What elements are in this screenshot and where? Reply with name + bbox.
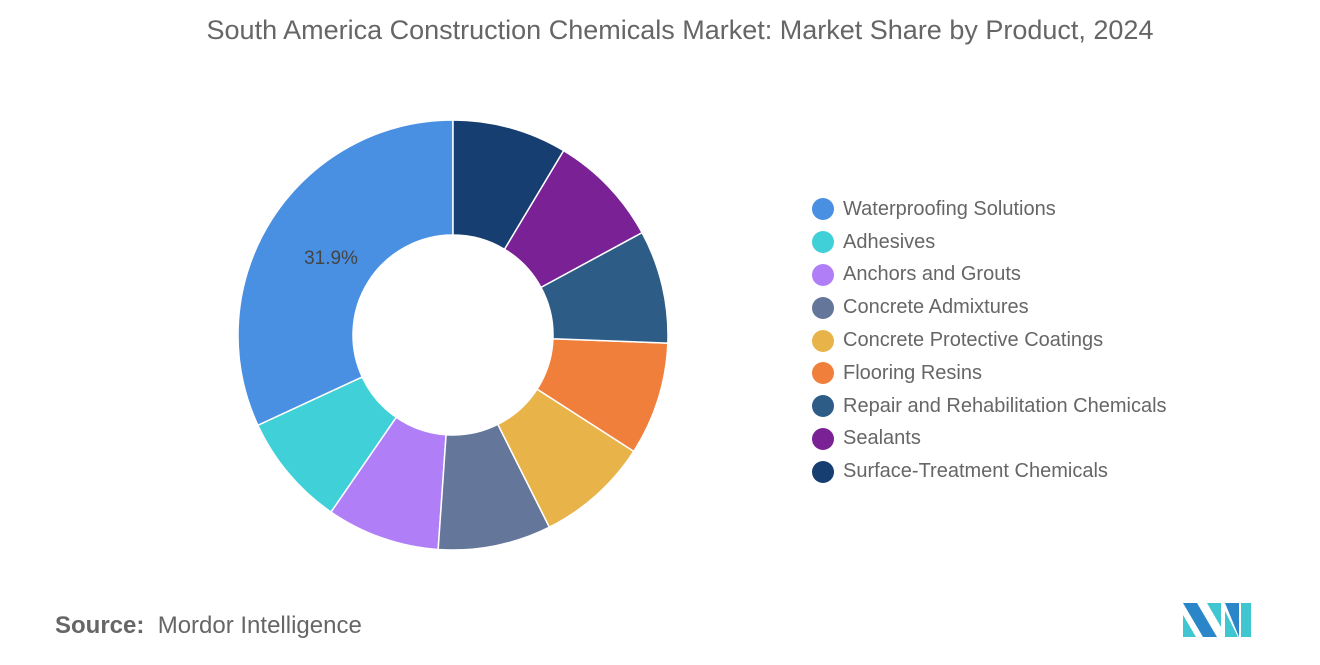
legend-item: Anchors and Grouts: [812, 259, 1167, 292]
legend-item: Concrete Admixtures: [812, 291, 1167, 324]
legend-swatch: [812, 395, 834, 418]
source-note: Source: Mordor Intelligence: [55, 612, 362, 640]
legend-swatch: [812, 427, 834, 450]
mordor-logo: [1183, 603, 1251, 637]
legend: Waterproofing Solutions Adhesives Anchors …: [812, 193, 1167, 488]
legend-label: Sealants: [843, 427, 921, 450]
legend-swatch: [812, 231, 834, 254]
legend-item: Concrete Protective Coatings: [812, 324, 1167, 357]
legend-label: Concrete Admixtures: [843, 296, 1029, 319]
legend-label: Flooring Resins: [843, 361, 982, 384]
legend-label: Concrete Protective Coatings: [843, 329, 1104, 352]
slice-surface-treatment-chemicals: [452, 119, 565, 251]
legend-label: Adhesives: [843, 230, 936, 253]
legend-item: Surface-Treatment Chemicals: [812, 455, 1167, 488]
data-label-waterproofing: 31.9%: [304, 248, 358, 269]
legend-item: Adhesives: [812, 226, 1167, 259]
slice-waterproofing-solutions: [237, 119, 454, 427]
legend-swatch: [812, 296, 834, 319]
legend-label: Anchors and Grouts: [843, 263, 1021, 286]
legend-item: Flooring Resins: [812, 357, 1167, 390]
legend-item: Repair and Rehabilitation Chemicals: [812, 390, 1167, 423]
legend-swatch: [812, 263, 834, 286]
source-value: Mordor Intelligence: [157, 612, 362, 639]
legend-swatch: [812, 460, 834, 483]
donut-chart: 31.9%: [237, 119, 669, 551]
legend-label: Waterproofing Solutions: [843, 197, 1056, 220]
legend-label: Surface-Treatment Chemicals: [843, 460, 1108, 483]
legend-swatch: [812, 329, 834, 352]
source-label: Source:: [55, 612, 145, 639]
legend-label: Repair and Rehabilitation Chemicals: [843, 394, 1167, 417]
legend-item: Waterproofing Solutions: [812, 193, 1167, 226]
legend-swatch: [812, 362, 834, 385]
chart-title: South America Construction Chemicals Mar…: [206, 15, 1154, 45]
legend-swatch: [812, 198, 834, 221]
legend-item: Sealants: [812, 423, 1167, 456]
